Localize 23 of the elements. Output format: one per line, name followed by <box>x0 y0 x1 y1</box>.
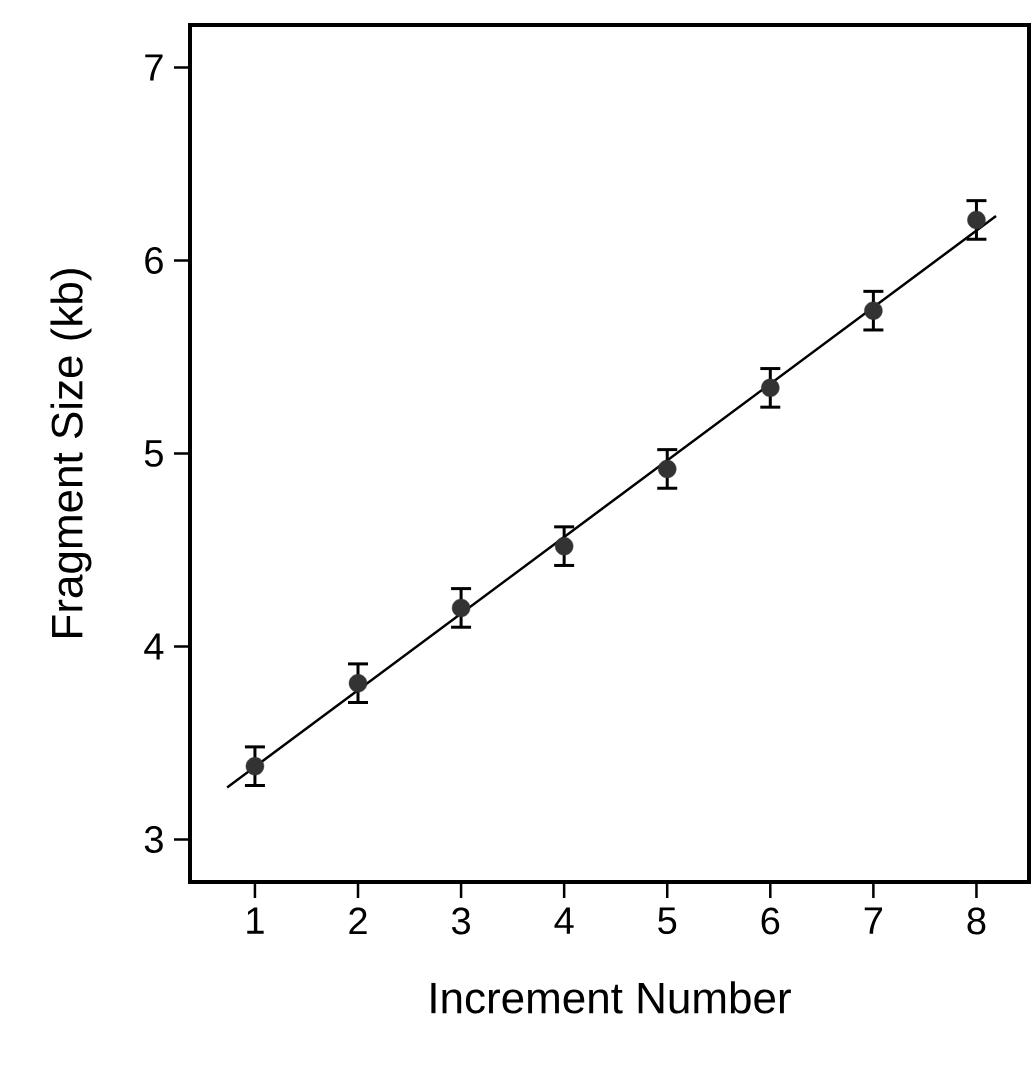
x-tick-label: 2 <box>349 907 367 935</box>
point <box>245 756 265 776</box>
x-tick-label: 3 <box>451 907 470 935</box>
point <box>864 301 883 320</box>
y-tick-label: 5 <box>144 440 163 467</box>
x-tick-label: 8 <box>967 907 986 935</box>
point <box>967 210 986 230</box>
y-tick-label: 4 <box>144 633 164 660</box>
y-tick-label: 6 <box>145 247 163 274</box>
x-tick-label: 1 <box>247 907 264 934</box>
y-tick-label: 7 <box>145 54 163 81</box>
point <box>348 673 368 693</box>
x-tick-label: 7 <box>864 907 883 934</box>
point <box>761 378 780 398</box>
point <box>554 536 574 556</box>
y-tick-label: 3 <box>144 826 163 853</box>
point <box>658 459 677 479</box>
x-tick-label: 5 <box>658 907 677 935</box>
x-tick-label: 4 <box>554 907 574 934</box>
x-axis-title: Increment Number <box>431 981 791 1014</box>
x-tick-label: 6 <box>761 907 780 935</box>
y-axis-title: Fragment Size (kb) <box>50 269 92 637</box>
point <box>451 598 471 618</box>
